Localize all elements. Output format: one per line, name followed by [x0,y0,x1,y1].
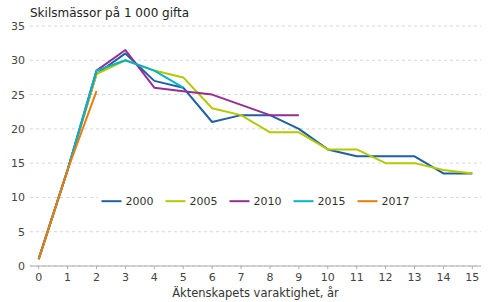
legend-item: 2000 [102,195,154,208]
x-tick [414,266,415,269]
x-tick [125,266,126,269]
series-line [39,60,473,259]
x-tick [356,266,357,269]
y-grid-line [30,94,481,95]
x-tick [472,266,473,269]
x-tick [154,266,155,269]
x-tick-label: 2 [93,271,100,284]
legend-swatch [102,200,122,202]
legend-label: 2005 [190,195,218,208]
grid [30,26,481,266]
y-grid-line [30,231,481,232]
chart: 051015202530350123456789101112131415Skil… [0,0,491,302]
lines [39,50,473,259]
x-axis-line [30,266,481,267]
title: Skilsmässor på 1 000 gifta [30,6,189,20]
x-tick [67,266,68,269]
x-tick-label: 1 [64,271,71,284]
y-tick-label: 10 [11,191,25,204]
legend-label: 2000 [126,195,154,208]
x-tick-label: 14 [436,271,450,284]
series-line [39,53,473,259]
y-grid-line [30,128,481,129]
series-line [39,50,299,259]
legend-label: 2015 [318,195,346,208]
y-grid-line [30,266,481,267]
x-tick [241,266,242,269]
y-tick-label: 25 [11,89,25,102]
y-tick-label: 35 [11,20,25,33]
x-tick-label: 7 [238,271,245,284]
y-grid-line [30,26,481,27]
x-tick [298,266,299,269]
x-tick-label: 10 [321,271,335,284]
y-tick-label: 30 [11,54,25,67]
legend-swatch [358,200,378,202]
x-tick-label: 3 [122,271,129,284]
x-tick [385,266,386,269]
y-tick-label: 5 [18,226,25,239]
x-tick [269,266,270,269]
x-tick [327,266,328,269]
y-tick-label: 20 [11,123,25,136]
y-tick-label: 15 [11,157,25,170]
legend-swatch [166,200,186,202]
x-tick [183,266,184,269]
legend-swatch [294,200,314,202]
legend-item: 2010 [230,195,282,208]
x-tick-label: 0 [35,271,42,284]
legend-label: 2017 [382,195,410,208]
y-tick-label: 0 [18,260,25,273]
x-tick-label: 4 [151,271,158,284]
x-tick-label: 6 [209,271,216,284]
legend-swatch [230,200,250,202]
series-line [39,91,97,259]
x-axis-label: Äktenskapets varaktighet, år [172,285,339,300]
legend-item: 2005 [166,195,218,208]
x-tick [38,266,39,269]
x-tick-label: 8 [266,271,273,284]
x-tick-label: 11 [350,271,364,284]
x-tick-label: 13 [408,271,422,284]
x-tick-label: 15 [465,271,479,284]
x-tick [96,266,97,269]
x-tick [212,266,213,269]
legend-item: 2015 [294,195,346,208]
x-tick-label: 12 [379,271,393,284]
legend: 2000 2005 2010 2015 2017 [98,189,414,213]
x-tick-label: 5 [180,271,187,284]
legend-label: 2010 [254,195,282,208]
legend-background [98,189,414,213]
y-grid-line [30,60,481,61]
x-tick [443,266,444,269]
legend-item: 2017 [358,195,410,208]
series-line [39,60,184,259]
x-tick-label: 9 [295,271,302,284]
